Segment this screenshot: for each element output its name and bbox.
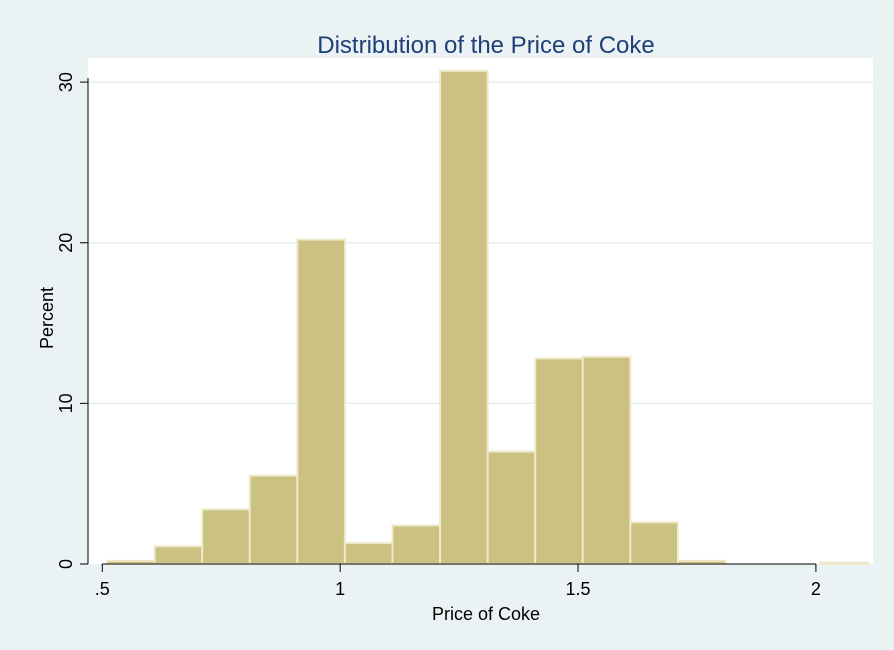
x-axis: .5 1 1.5 2	[95, 563, 821, 599]
x-tick-label: 2	[811, 579, 821, 599]
y-axis-label: Percent	[37, 287, 57, 349]
histogram-bar	[153, 545, 204, 565]
histogram-bar	[629, 521, 679, 566]
x-tick-label: 1	[335, 579, 345, 599]
y-tick-label: 30	[56, 72, 76, 92]
chart-title: Distribution of the Price of Coke	[317, 32, 655, 59]
y-tick-label: 20	[56, 233, 76, 253]
bars-group	[106, 69, 870, 566]
histogram-bar	[439, 69, 489, 565]
y-tick-label: 0	[56, 559, 76, 569]
y-axis: 0 10 20 30	[56, 72, 89, 569]
histogram-bar	[248, 474, 299, 565]
histogram-bar	[296, 238, 346, 565]
x-axis-label: Price of Coke	[432, 604, 540, 624]
histogram-bar	[343, 542, 394, 565]
histogram-bar	[391, 524, 442, 566]
y-tick-label: 10	[56, 393, 76, 413]
histogram-bar	[819, 561, 870, 566]
x-tick-label: .5	[95, 579, 110, 599]
histogram-bar	[486, 450, 537, 565]
histogram-bar	[534, 357, 584, 565]
histogram-bar	[201, 508, 251, 565]
histogram-bar	[581, 355, 632, 565]
x-tick-label: 1.5	[566, 579, 591, 599]
